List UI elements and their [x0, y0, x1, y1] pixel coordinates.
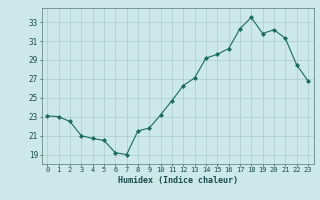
X-axis label: Humidex (Indice chaleur): Humidex (Indice chaleur) [118, 176, 237, 185]
